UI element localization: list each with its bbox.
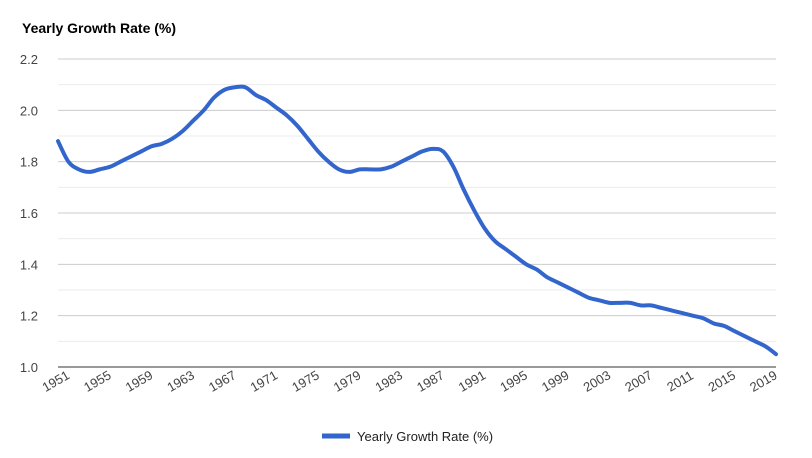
x-tick-label: 1967 (206, 367, 239, 394)
x-tick-label: 2003 (581, 367, 614, 394)
x-tick-label: 1951 (39, 367, 72, 394)
x-tick-label: 1991 (456, 367, 489, 394)
x-tick-label: 2019 (747, 367, 780, 394)
y-tick-label: 2.0 (20, 103, 38, 118)
y-axis-ticks: 1.0 1.2 1.4 1.6 1.8 2.0 2.2 (20, 52, 38, 375)
x-tick-label: 1995 (497, 367, 530, 394)
x-tick-label: 1975 (289, 367, 322, 394)
x-tick-label: 2011 (664, 368, 696, 395)
x-tick-label: 1955 (81, 367, 114, 394)
series-layer (56, 84, 778, 357)
y-tick-label: 1.0 (20, 360, 38, 375)
gridlines (58, 58, 776, 342)
x-tick-label: 1971 (248, 367, 281, 394)
x-tick-label: 2007 (622, 367, 655, 394)
x-tick-label: 2015 (705, 367, 738, 394)
y-tick-label: 1.4 (20, 257, 38, 272)
x-tick-label: 1963 (164, 367, 197, 394)
y-tick-label: 1.2 (20, 309, 38, 324)
y-tick-label: 2.2 (20, 52, 38, 67)
x-axis-ticks: 1951 1955 1959 1963 1967 1971 1975 1979 1983 1987… (39, 367, 779, 394)
legend[interactable]: Yearly Growth Rate (%) (322, 429, 493, 444)
x-tick-label: 1999 (539, 367, 572, 394)
x-tick-label: 1983 (372, 367, 405, 394)
x-tick-label: 1979 (331, 367, 364, 394)
y-tick-label: 1.6 (20, 206, 38, 221)
x-tick-label: 1959 (123, 367, 156, 394)
series-line[interactable] (56, 84, 778, 357)
legend-label: Yearly Growth Rate (%) (357, 429, 493, 444)
x-tick-label: 1987 (414, 367, 447, 394)
chart-title: Yearly Growth Rate (%) (22, 20, 176, 36)
y-tick-label: 1.8 (20, 155, 38, 170)
